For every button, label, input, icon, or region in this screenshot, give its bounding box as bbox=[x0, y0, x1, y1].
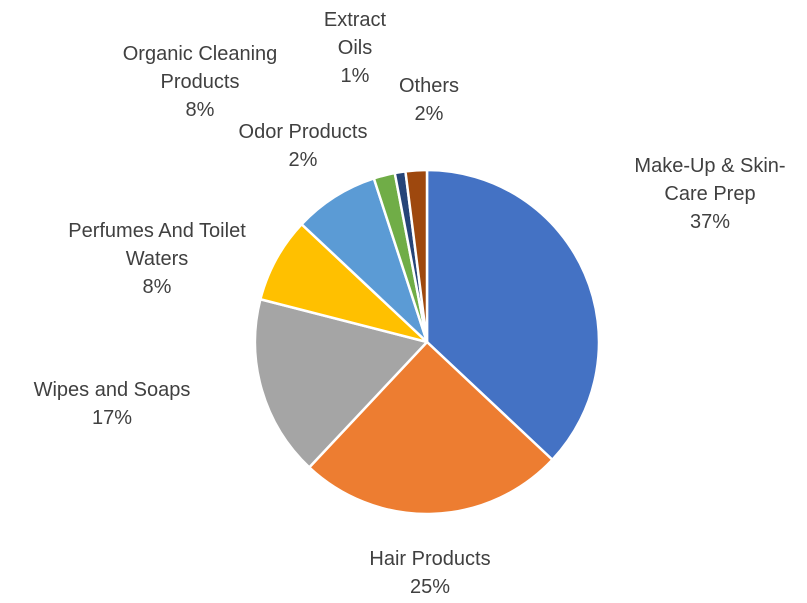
slice-percent: 17% bbox=[91, 407, 133, 429]
slice-percent: 25% bbox=[409, 576, 451, 598]
pie-slice-make-up-skin-care-prep bbox=[425, 168, 601, 461]
slice-name-line: Make-Up & Skin- bbox=[634, 155, 786, 177]
slice-label-make-up: Make-Up & Skin- Care Prep 37% bbox=[620, 152, 800, 236]
slice-name-line: Wipes and Soaps bbox=[33, 379, 191, 401]
slice-percent: 8% bbox=[185, 99, 215, 121]
slice-label-wipes-and-soaps: Wipes and Soaps 17% bbox=[12, 376, 212, 432]
slice-name-line: Odor Products bbox=[238, 121, 368, 143]
slice-name-line: Care Prep bbox=[664, 183, 756, 205]
slice-label-odor-products: Odor Products 2% bbox=[218, 118, 388, 174]
pie-slice-wipes-and-soaps bbox=[253, 297, 429, 469]
pie-slice-hair-products bbox=[308, 340, 554, 516]
slice-percent: 8% bbox=[142, 276, 172, 298]
pie-slices bbox=[253, 168, 601, 516]
slice-percent: 1% bbox=[340, 65, 370, 87]
slice-name-line: Products bbox=[160, 71, 240, 93]
slice-name-line: Extract bbox=[323, 9, 387, 31]
slice-label-extract-oils: Extract Oils 1% bbox=[300, 6, 410, 90]
slice-name-line: Perfumes And Toilet bbox=[68, 220, 246, 242]
slice-label-organic-cleaning: Organic Cleaning Products 8% bbox=[100, 40, 300, 124]
slice-label-perfumes: Perfumes And Toilet Waters 8% bbox=[42, 217, 272, 301]
slice-label-others: Others 2% bbox=[374, 72, 484, 128]
slice-name-line: Others bbox=[398, 75, 460, 97]
slice-name-line: Organic Cleaning bbox=[122, 43, 278, 65]
slice-percent: 2% bbox=[288, 149, 318, 171]
slice-name-line: Hair Products bbox=[369, 548, 491, 570]
slice-percent: 37% bbox=[689, 211, 731, 233]
slice-name-line: Oils bbox=[337, 37, 373, 59]
slice-percent: 2% bbox=[414, 103, 444, 125]
slice-label-hair-products: Hair Products 25% bbox=[340, 545, 520, 601]
pie-slice-others bbox=[404, 168, 429, 344]
slice-name-line: Waters bbox=[125, 248, 189, 270]
